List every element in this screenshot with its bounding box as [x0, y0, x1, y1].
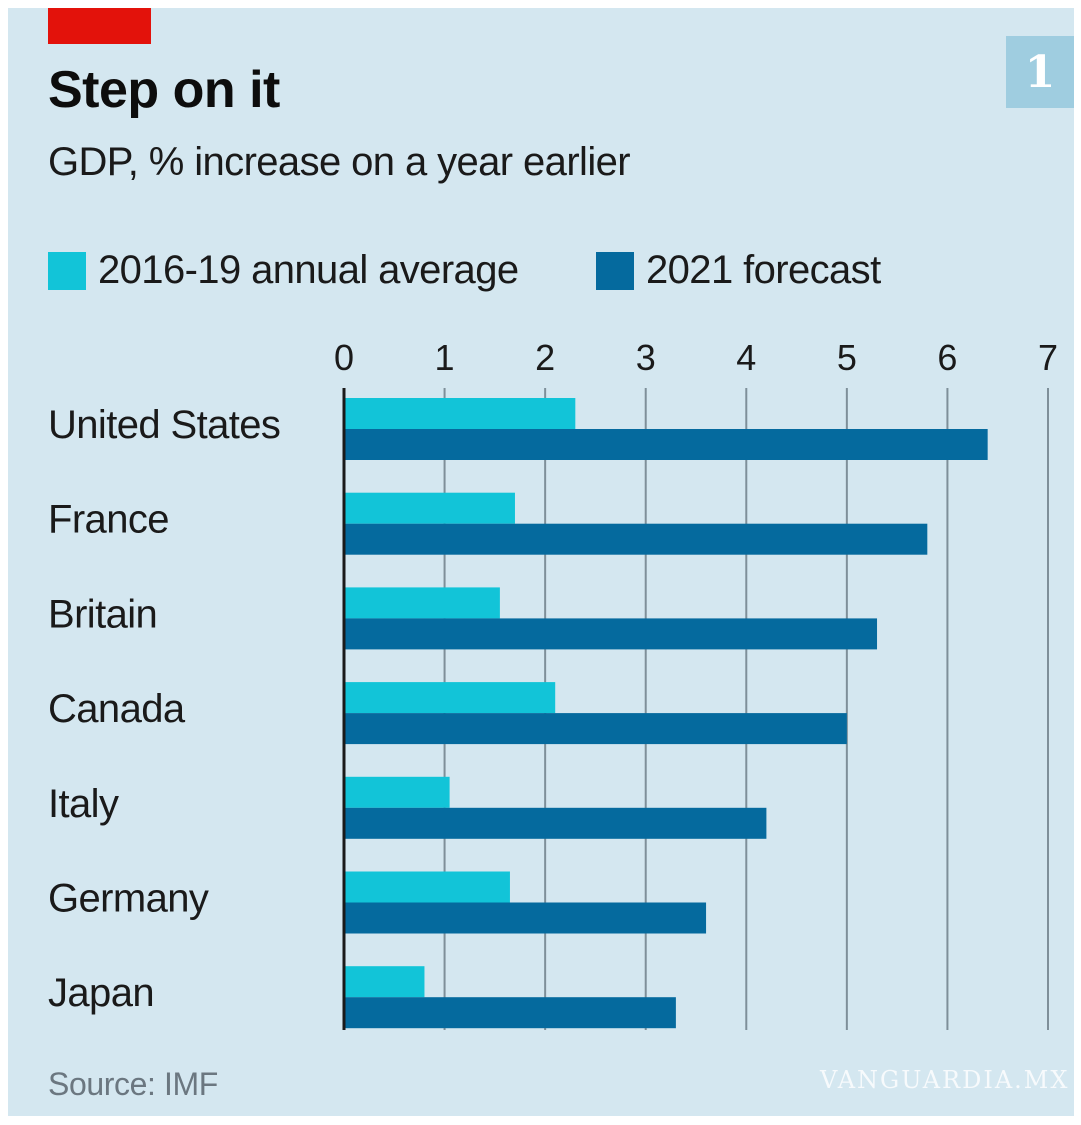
chart-subtitle: GDP, % increase on a year earlier	[48, 140, 631, 184]
x-tick-label-0: 0	[334, 337, 354, 378]
x-tick-label-3: 3	[636, 337, 656, 378]
legend-item-series-1: 2016-19 annual average	[48, 248, 519, 293]
legend-swatch-series-1	[48, 251, 86, 290]
category-label-italy: Italy	[48, 782, 119, 826]
bar-united-states-series-1	[344, 398, 576, 429]
bar-chart: 0 1 2 3 4 5 6 7 United States France Britain Canada…	[48, 337, 1058, 1030]
bar-canada-series-2	[344, 713, 847, 745]
chart-frame: 1 Step on it GDP, % increase on a year e…	[8, 8, 1074, 1116]
category-label-france: France	[48, 498, 169, 542]
watermark: VANGUARDIA.MX	[820, 1066, 1070, 1094]
bar-france-series-2	[344, 523, 928, 555]
bar-germany-series-1	[344, 871, 510, 903]
x-tick-label-1: 1	[435, 337, 455, 378]
legend-item-series-2: 2021 forecast	[596, 248, 881, 293]
category-label-japan: Japan	[48, 971, 154, 1015]
x-tick-label-6: 6	[937, 337, 957, 378]
x-tick-label-7: 7	[1038, 337, 1058, 378]
bar-united-states-series-2	[344, 429, 988, 460]
bar-italy-series-2	[344, 807, 767, 839]
bar-canada-series-1	[344, 682, 556, 714]
bar-italy-series-1	[344, 776, 450, 808]
source-note: Source: IMF	[48, 1066, 218, 1102]
bar-france-series-1	[344, 492, 515, 524]
category-label-britain: Britain	[48, 592, 157, 636]
brand-accent-bar	[48, 8, 151, 44]
legend-swatch-series-2	[596, 251, 634, 290]
category-label-united-states: United States	[48, 403, 280, 447]
category-label-canada: Canada	[48, 687, 186, 731]
chart-title: Step on it	[48, 61, 280, 119]
category-label-germany: Germany	[48, 877, 209, 921]
legend-label-series-1: 2016-19 annual average	[98, 248, 519, 292]
legend-label-series-2: 2021 forecast	[646, 248, 881, 292]
x-tick-label-4: 4	[736, 337, 756, 378]
bar-germany-series-2	[344, 902, 707, 934]
x-tick-label-5: 5	[837, 337, 857, 378]
bar-britain-series-2	[344, 618, 878, 650]
bar-japan-series-1	[344, 966, 425, 998]
bar-britain-series-1	[344, 587, 500, 619]
bar-japan-series-2	[344, 997, 676, 1029]
chart-number-badge: 1	[1006, 36, 1074, 108]
x-tick-label-2: 2	[535, 337, 555, 378]
